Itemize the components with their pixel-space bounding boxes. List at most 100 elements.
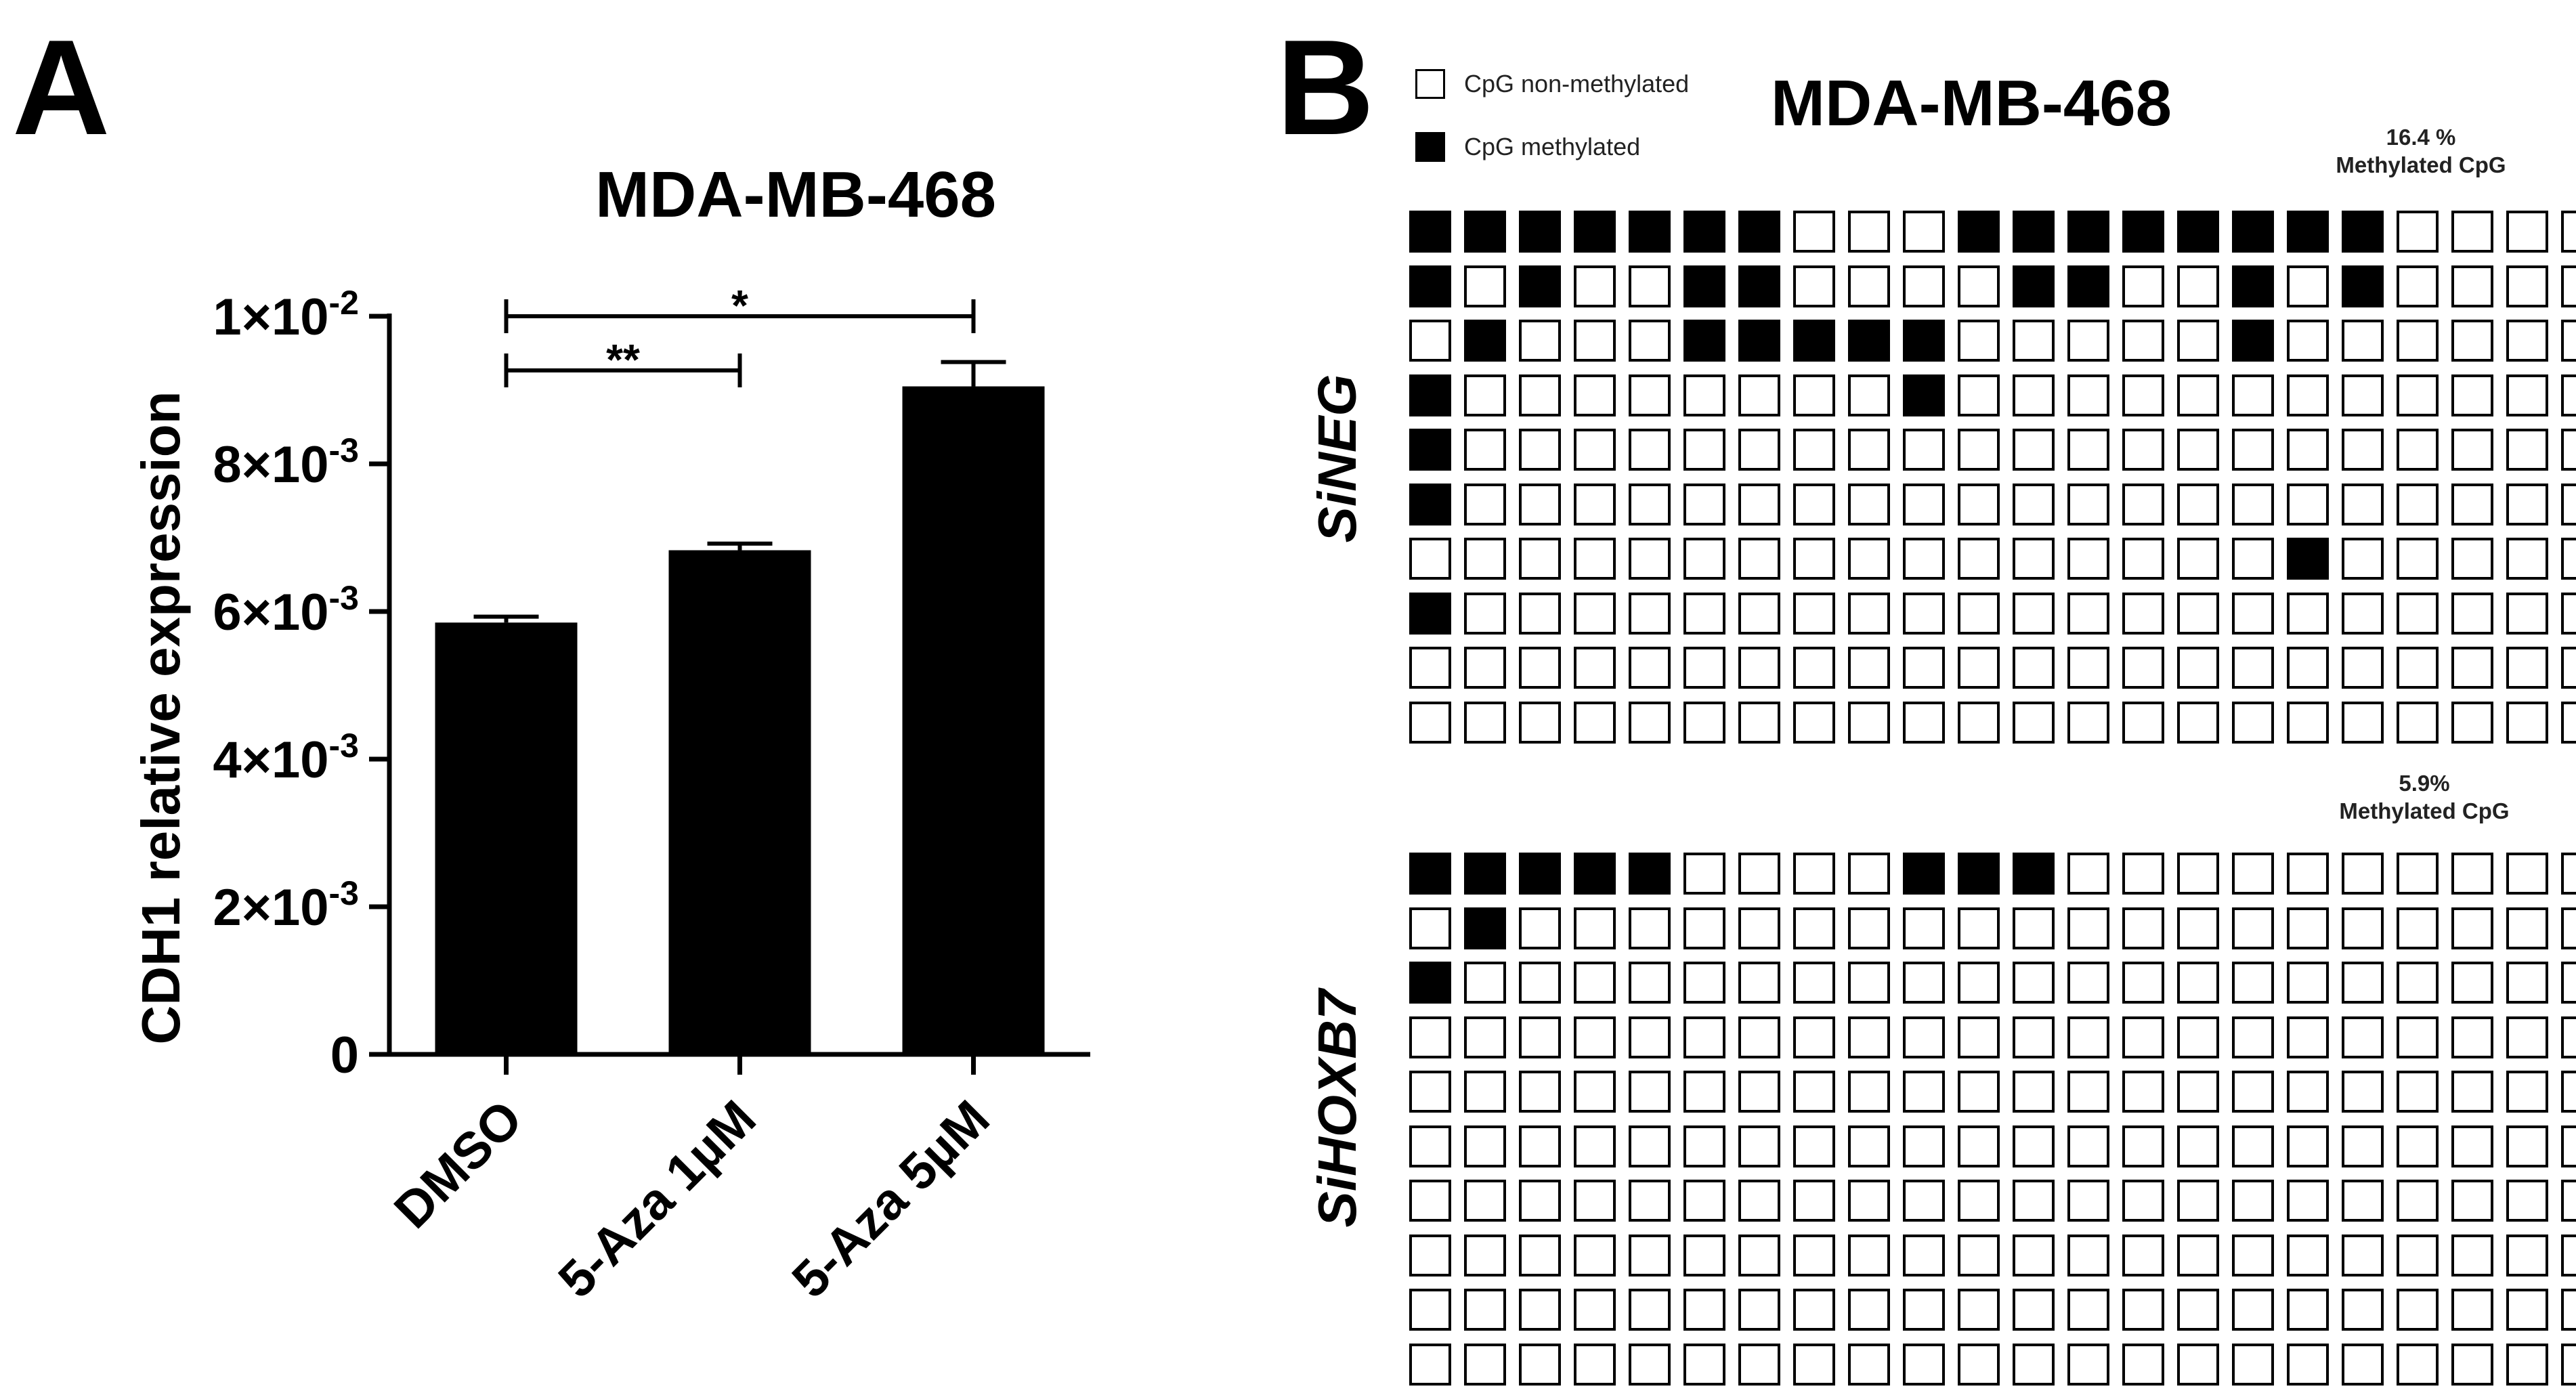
cpg-non-methylated-cell (1738, 592, 1780, 635)
cpg-non-methylated-cell (1848, 907, 1890, 949)
cpg-non-methylated-cell (1848, 853, 1890, 895)
cpg-non-methylated-cell (1574, 1343, 1616, 1386)
cpg-methylated-cell (1464, 211, 1506, 253)
cpg-non-methylated-cell (1409, 907, 1451, 949)
cpg-non-methylated-cell (1519, 483, 1561, 525)
cpg-non-methylated-cell (1848, 1343, 1890, 1386)
cpg-non-methylated-cell (2067, 592, 2109, 635)
cpg-methylated-cell (2232, 211, 2274, 253)
cpg-non-methylated-cell (1903, 1125, 1945, 1167)
cpg-non-methylated-cell (1519, 374, 1561, 416)
cpg-non-methylated-cell (1958, 483, 2000, 525)
cpg-non-methylated-cell (2177, 1125, 2219, 1167)
cpg-non-methylated-cell (2397, 853, 2439, 895)
cpg-non-methylated-cell (1683, 1234, 1725, 1276)
cpg-non-methylated-cell (1519, 592, 1561, 635)
cpg-non-methylated-cell (1629, 1071, 1671, 1113)
cpg-methylated-cell (1464, 853, 1506, 895)
cpg-methylated-cell (1683, 265, 1725, 307)
cpg-non-methylated-cell (2067, 853, 2109, 895)
cpg-non-methylated-cell (1848, 483, 1890, 525)
cpg-non-methylated-cell (1629, 592, 1671, 635)
bar (902, 386, 1045, 1054)
cpg-non-methylated-cell (1848, 701, 1890, 744)
cpg-non-methylated-cell (2397, 1234, 2439, 1276)
cpg-non-methylated-cell (1793, 962, 1835, 1004)
cpg-non-methylated-cell (2342, 592, 2384, 635)
cpg-non-methylated-cell (2342, 647, 2384, 689)
cpg-methylated-cell (1519, 211, 1561, 253)
x-tick-label: DMSO (383, 1090, 533, 1239)
cpg-non-methylated-cell (1519, 1071, 1561, 1113)
cpg-non-methylated-cell (2451, 265, 2493, 307)
cpg-non-methylated-cell (2013, 538, 2055, 580)
cpg-non-methylated-cell (2561, 1016, 2576, 1058)
cpg-non-methylated-cell (2122, 1343, 2164, 1386)
significance-label: ** (606, 335, 640, 384)
cpg-non-methylated-cell (1629, 1234, 1671, 1276)
cpg-non-methylated-cell (1738, 1071, 1780, 1113)
cpg-non-methylated-cell (1738, 1125, 1780, 1167)
cpg-methylated-cell (1629, 853, 1671, 895)
cpg-non-methylated-cell (1464, 1234, 1506, 1276)
cpg-non-methylated-cell (2013, 374, 2055, 416)
cpg-methylated-cell (1409, 429, 1451, 471)
cpg-non-methylated-cell (2177, 1343, 2219, 1386)
cpg-non-methylated-cell (1738, 1180, 1780, 1222)
cpg-non-methylated-cell (2451, 1180, 2493, 1222)
cpg-non-methylated-cell (2561, 211, 2576, 253)
cpg-non-methylated-cell (1738, 1016, 1780, 1058)
cpg-non-methylated-cell (1574, 701, 1616, 744)
cpg-non-methylated-cell (1903, 1180, 1945, 1222)
cpg-non-methylated-cell (1574, 1234, 1616, 1276)
cpg-non-methylated-cell (1903, 1016, 1945, 1058)
cpg-non-methylated-cell (2013, 1180, 2055, 1222)
cpg-non-methylated-cell (1958, 701, 2000, 744)
cpg-non-methylated-cell (1848, 1234, 1890, 1276)
cpg-methylated-cell (1848, 320, 1890, 362)
cpg-non-methylated-cell (1574, 538, 1616, 580)
legend-swatch-empty (1415, 69, 1445, 99)
percent-caption: Methylated CpG (2336, 152, 2506, 178)
cpg-non-methylated-cell (1409, 1016, 1451, 1058)
cpg-non-methylated-cell (1903, 647, 1945, 689)
cpg-non-methylated-cell (2122, 853, 2164, 895)
cpg-non-methylated-cell (2342, 374, 2384, 416)
cpg-non-methylated-cell (2287, 1016, 2329, 1058)
cpg-non-methylated-cell (1683, 853, 1725, 895)
cpg-non-methylated-cell (1574, 962, 1616, 1004)
cpg-methylated-cell (2232, 320, 2274, 362)
cpg-non-methylated-cell (2122, 1234, 2164, 1276)
cpg-methylated-cell (2122, 211, 2164, 253)
cpg-non-methylated-cell (1629, 1180, 1671, 1222)
cpg-non-methylated-cell (2122, 1016, 2164, 1058)
cpg-non-methylated-cell (2232, 647, 2274, 689)
cpg-non-methylated-cell (2506, 647, 2548, 689)
cpg-non-methylated-cell (1793, 1289, 1835, 1331)
cpg-methylated-cell (1409, 962, 1451, 1004)
cpg-non-methylated-cell (2342, 701, 2384, 744)
cpg-methylated-cell (1793, 320, 1835, 362)
cpg-non-methylated-cell (2451, 1289, 2493, 1331)
cpg-non-methylated-cell (2451, 701, 2493, 744)
cpg-non-methylated-cell (2067, 320, 2109, 362)
cpg-non-methylated-cell (1519, 907, 1561, 949)
cpg-non-methylated-cell (1574, 1071, 1616, 1113)
cpg-non-methylated-cell (1958, 647, 2000, 689)
cpg-non-methylated-cell (1683, 1180, 1725, 1222)
methylation-grid-sineg (1409, 211, 2576, 744)
cpg-non-methylated-cell (1958, 374, 2000, 416)
cpg-non-methylated-cell (1519, 647, 1561, 689)
cpg-non-methylated-cell (2177, 1234, 2219, 1276)
cpg-methylated-cell (1409, 592, 1451, 635)
cpg-non-methylated-cell (2067, 1180, 2109, 1222)
cpg-non-methylated-cell (1409, 701, 1451, 744)
percent-value: 16.4 % (2386, 125, 2456, 150)
cpg-non-methylated-cell (2232, 374, 2274, 416)
x-tick-label: 5-Aza 1µM (548, 1090, 767, 1309)
cpg-non-methylated-cell (2506, 962, 2548, 1004)
cpg-methylated-cell (1683, 211, 1725, 253)
legend-item-non-methylated: CpG non-methylated (1415, 69, 1689, 99)
cpg-non-methylated-cell (1958, 429, 2000, 471)
cpg-non-methylated-cell (2561, 1289, 2576, 1331)
